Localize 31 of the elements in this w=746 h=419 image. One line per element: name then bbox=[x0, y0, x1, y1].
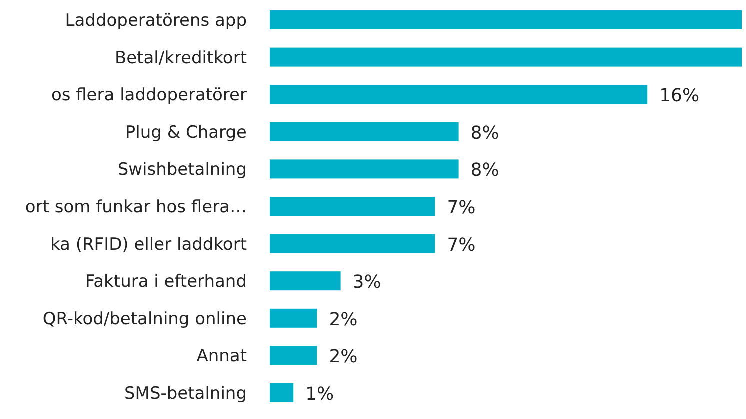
y-tick-label: os flera laddoperatörer bbox=[51, 86, 247, 106]
bar bbox=[270, 160, 459, 179]
y-tick-label: QR-kod/betalning online bbox=[42, 309, 247, 330]
bar bbox=[270, 197, 436, 216]
bar bbox=[270, 122, 459, 142]
bar bbox=[270, 272, 341, 291]
bar bbox=[270, 234, 436, 254]
y-tick-label: Laddoperatörens app bbox=[65, 11, 247, 31]
data-label: 7% bbox=[447, 198, 476, 218]
bar bbox=[270, 85, 648, 104]
y-tick-label: ort som funkar hos flera… bbox=[25, 198, 247, 218]
y-tick-label: Swishbetalning bbox=[118, 160, 247, 180]
data-label: 16% bbox=[660, 86, 700, 107]
data-label: 8% bbox=[470, 122, 500, 144]
data-label: 2% bbox=[329, 346, 358, 368]
y-tick-label: Faktura i efterhand bbox=[85, 272, 247, 292]
data-label: 8% bbox=[470, 160, 500, 182]
data-label: 7% bbox=[447, 234, 476, 256]
y-tick-label: SMS-betalning bbox=[124, 384, 247, 404]
bar bbox=[270, 10, 742, 30]
y-tick-label: Plug & Charge bbox=[125, 122, 247, 143]
data-label: 3% bbox=[352, 272, 382, 294]
y-tick-label: ka (RFID) eller laddkort bbox=[50, 234, 248, 255]
bar bbox=[270, 48, 742, 67]
bar bbox=[270, 308, 318, 328]
y-tick-label: Betal/kreditkort bbox=[114, 48, 248, 68]
data-label: 2% bbox=[329, 309, 358, 330]
bar bbox=[270, 346, 318, 366]
y-tick-label: Annat bbox=[196, 346, 248, 367]
data-label: 1% bbox=[306, 384, 334, 405]
bar bbox=[270, 384, 294, 402]
